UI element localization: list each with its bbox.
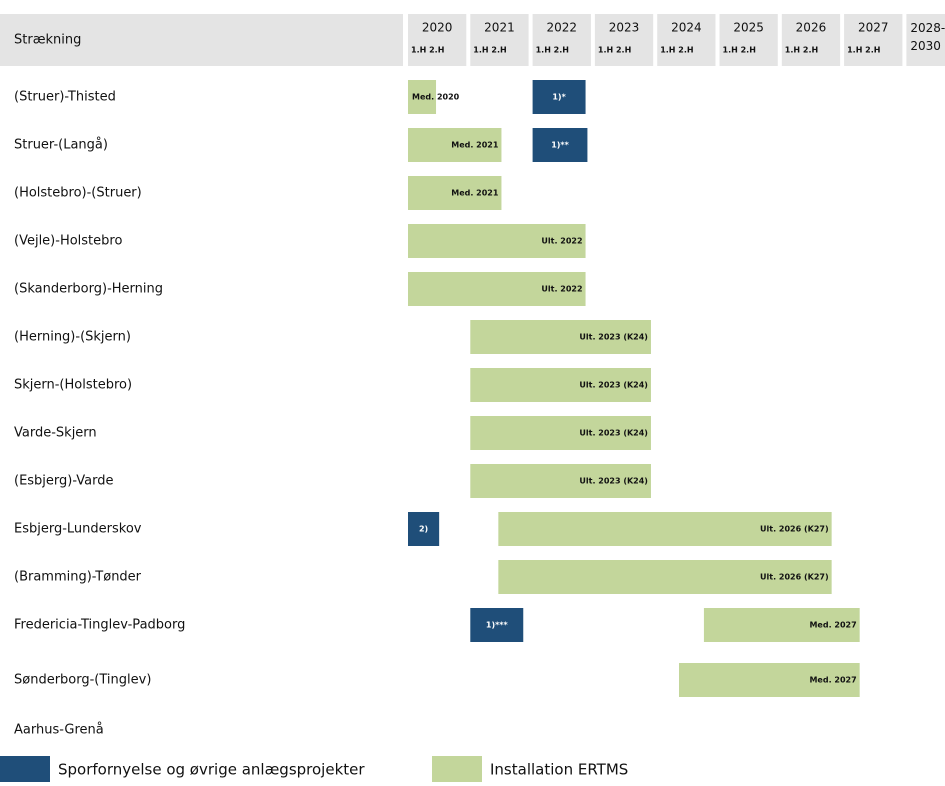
year-label: 2026	[796, 21, 827, 35]
bar-label: 2)	[419, 525, 428, 534]
year-header	[470, 14, 529, 66]
half-label: 1.H 2.H	[536, 46, 569, 55]
bar	[408, 80, 437, 114]
year-header	[657, 14, 716, 66]
year-label: 2023	[609, 21, 640, 35]
bar	[532, 128, 588, 162]
row-label: (Vejle)-Holstebro	[14, 234, 122, 249]
bar	[470, 464, 651, 498]
bar-label: 1)***	[486, 621, 509, 630]
bar	[408, 176, 502, 210]
row-label: (Herning)-(Skjern)	[14, 330, 131, 345]
bar-label: 1)**	[551, 141, 569, 150]
bar	[470, 416, 651, 450]
bar	[498, 512, 832, 546]
bar	[470, 608, 524, 642]
row-label: Aarhus-Grenå	[14, 723, 104, 738]
bar	[498, 560, 832, 594]
bar-label: Ult. 2026 (K27)	[760, 525, 829, 534]
row-label: (Bramming)-Tønder	[14, 570, 142, 585]
year-label: 2028- 2030	[910, 21, 945, 53]
bar-label: Ult. 2023 (K24)	[579, 477, 648, 486]
row-label: (Holstebro)-(Struer)	[14, 186, 142, 201]
bar-label: Med. 2021	[451, 141, 499, 150]
legend-swatch	[432, 756, 482, 782]
year-header	[594, 14, 654, 66]
bar	[703, 608, 860, 642]
year-label: 2024	[671, 21, 702, 35]
half-label: 1.H 2.H	[411, 46, 444, 55]
bar-label: Ult. 2023 (K24)	[579, 429, 648, 438]
year-label: 2021	[484, 21, 515, 35]
year-header	[532, 14, 591, 66]
row-label: Skjern-(Holstebro)	[14, 378, 132, 393]
bar-label: Med. 2021	[451, 189, 499, 198]
legend-label: Sporfornyelse og øvrige anlægsprojekter	[58, 761, 365, 779]
bar	[679, 663, 860, 697]
bar-label: Ult. 2022	[541, 237, 582, 246]
half-label: 1.H 2.H	[660, 46, 693, 55]
bar	[408, 128, 502, 162]
bar-label: Ult. 2026 (K27)	[760, 573, 829, 582]
legend-swatch	[0, 756, 50, 782]
half-label: 1.H 2.H	[785, 46, 818, 55]
header-label: Strækning	[14, 33, 81, 48]
year-label: 2025	[733, 21, 764, 35]
year-label: 2027	[858, 21, 889, 35]
half-label: 1.H 2.H	[473, 46, 506, 55]
bar-label: Med. 2027	[809, 676, 856, 685]
year-header	[781, 14, 841, 66]
bar	[470, 320, 651, 354]
header-band	[0, 14, 403, 66]
bar	[408, 512, 440, 546]
year-line: 2030	[910, 39, 941, 53]
row-label: Esbjerg-Lunderskov	[14, 522, 142, 537]
row-label: (Struer)-Thisted	[14, 90, 116, 105]
bar-label: Ult. 2022	[541, 285, 582, 294]
year-header	[844, 14, 903, 66]
year-label: 2022	[546, 21, 577, 35]
bar	[408, 272, 586, 306]
bar	[470, 368, 651, 402]
bar-label: Med. 2027	[809, 621, 856, 630]
year-header	[408, 14, 467, 66]
row-label: Struer-(Langå)	[14, 138, 108, 153]
row-label: (Esbjerg)-Varde	[14, 474, 114, 489]
year-header	[719, 14, 778, 66]
bar-label: 1)*	[552, 93, 566, 102]
half-label: 1.H 2.H	[723, 46, 756, 55]
year-line: 2028-	[910, 21, 945, 35]
row-label: (Skanderborg)-Herning	[14, 282, 163, 297]
bar-label: Med. 2020	[412, 93, 460, 102]
row-label: Sønderborg-(Tinglev)	[14, 673, 151, 688]
row-label: Fredericia-Tinglev-Padborg	[14, 618, 185, 633]
half-label: 1.H 2.H	[598, 46, 631, 55]
year-label: 2020	[422, 21, 453, 35]
legend-label: Installation ERTMS	[490, 761, 628, 779]
row-label: Varde-Skjern	[14, 426, 97, 441]
bar-label: Ult. 2023 (K24)	[579, 333, 648, 342]
bar	[532, 80, 586, 114]
bar-label: Ult. 2023 (K24)	[579, 381, 648, 390]
half-label: 1.H 2.H	[847, 46, 880, 55]
year-header	[906, 14, 945, 66]
bar	[408, 224, 586, 258]
